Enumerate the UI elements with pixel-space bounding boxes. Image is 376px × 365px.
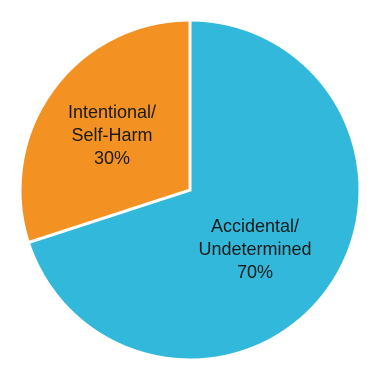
slice-label-1: Intentional/Self-Harm 30% [68,102,156,168]
slice-category-label: Self-Harm [71,125,152,145]
slice-label-0: Accidental/Undetermined 70% [198,216,311,282]
slice-percent-label: 30% [94,148,130,168]
slice-percent-label: 70% [237,262,273,282]
slice-category-label: Intentional/ [68,102,156,122]
pie-slice-1 [18,18,192,245]
slice-category-label: Undetermined [198,239,311,259]
slice-category-label: Accidental/ [211,216,299,236]
pie-slice-0 [26,18,362,362]
